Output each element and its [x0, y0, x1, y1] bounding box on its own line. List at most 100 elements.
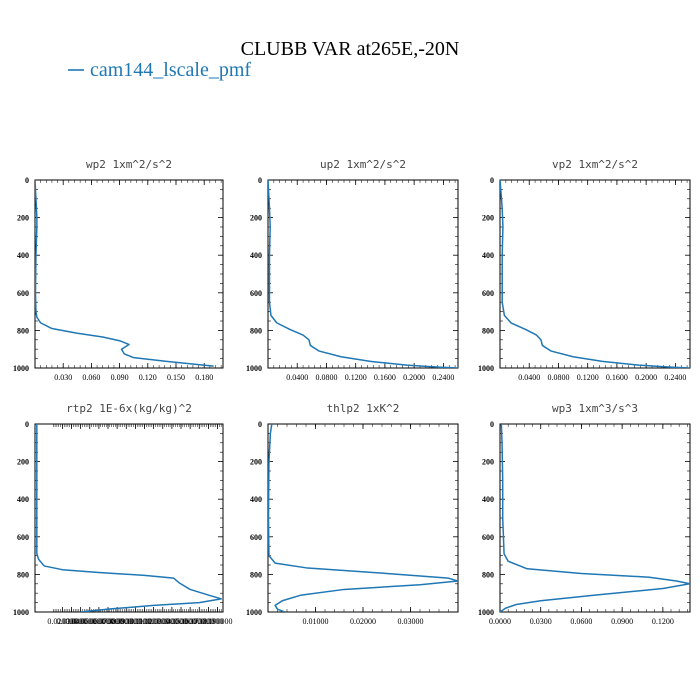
x-tick-label: 0.130000: [148, 617, 178, 626]
x-tick-label: 0.0600: [570, 617, 592, 626]
plot-frame: [267, 179, 459, 369]
x-tick-label: 0.0400: [518, 373, 540, 382]
y-tick-label: 600: [482, 533, 494, 542]
x-tick-label: 0.040000: [66, 617, 96, 626]
x-tick-label: 0.140000: [157, 617, 187, 626]
subplot-title: wp2 1xm^2/s^2: [86, 158, 172, 171]
x-tick-label: 0.050000: [75, 617, 105, 626]
plot-frame: [499, 423, 691, 613]
subplot-title: wp3 1xm^3/s^3: [552, 402, 638, 415]
y-tick-label: 200: [482, 458, 494, 467]
x-tick-label: 0.1600: [374, 373, 396, 382]
plot-frame: [34, 423, 224, 613]
x-tick-label: 0.090000: [111, 617, 141, 626]
x-tick-label: 0.1200: [652, 617, 674, 626]
x-tick-label: 0.090: [111, 373, 129, 382]
series-line: [500, 424, 690, 612]
y-tick-label: 200: [250, 458, 262, 467]
subplot-4: rtp2 1E-6x(kg/kg)^2 0 200 400 600 800 1000 0.02…: [13, 402, 233, 626]
series-line: [500, 180, 690, 368]
x-tick-label: 0.0400: [286, 373, 308, 382]
subplot-title: thlp2 1xK^2: [327, 402, 400, 415]
y-tick-label: 1000: [478, 364, 494, 373]
y-tick-label: 600: [250, 289, 262, 298]
x-tick-label: 0.100000: [120, 617, 150, 626]
x-tick-label: 0.2400: [432, 373, 454, 382]
y-tick-label: 800: [482, 326, 494, 335]
x-tick-label: 0.120: [139, 373, 157, 382]
x-tick-label: 0.030: [54, 373, 72, 382]
x-tick-label: 0.060000: [84, 617, 114, 626]
x-tick-label: 0.03000: [398, 617, 424, 626]
y-tick-label: 0: [25, 420, 29, 429]
x-tick-label: 0.01000: [303, 617, 329, 626]
x-tick-label: 0.110000: [130, 617, 160, 626]
x-tick-label: 0.080000: [102, 617, 132, 626]
y-tick-label: 600: [17, 289, 29, 298]
x-tick-label: 0.2400: [664, 373, 686, 382]
y-tick-label: 800: [250, 326, 262, 335]
y-tick-label: 800: [17, 326, 29, 335]
y-tick-label: 200: [482, 214, 494, 223]
x-tick-label: 0.0000: [489, 617, 511, 626]
y-tick-label: 0: [25, 176, 29, 185]
y-tick-label: 800: [482, 570, 494, 579]
x-tick-label: 0.190000: [203, 617, 233, 626]
x-tick-label: 0.160000: [175, 617, 205, 626]
y-tick-label: 1000: [13, 364, 29, 373]
y-tick-label: 800: [17, 570, 29, 579]
x-tick-label: 0.020000: [47, 617, 77, 626]
x-tick-label: 0.1200: [345, 373, 367, 382]
x-tick-label: 0.0900: [611, 617, 633, 626]
y-tick-label: 1000: [13, 608, 29, 617]
legend-label: cam144_lscale_pmf: [90, 59, 251, 81]
subplot-1: wp2 1xm^2/s^2 0 200 400 600 800 1000 0.030 0.060…: [13, 158, 224, 382]
subplot-5: thlp2 1xK^2 0 200 400 600 800 1000 0.01000 0.020…: [246, 402, 459, 626]
subplot-6: wp3 1xm^3/s^3 0 200 400 600 800 10000.0000 0.03…: [478, 402, 691, 626]
y-tick-label: 400: [482, 495, 494, 504]
series-line: [268, 424, 458, 612]
figure-title: CLUBB VAR at265E,-20N: [241, 38, 460, 60]
series-line: [268, 180, 458, 368]
y-tick-label: 200: [17, 458, 29, 467]
x-tick-label: 0.150: [167, 373, 185, 382]
x-tick-label: 0.0300: [530, 617, 552, 626]
x-tick-label: 0.170000: [184, 617, 214, 626]
x-tick-label: 0.02000: [350, 617, 376, 626]
x-tick-label: 0.1200: [577, 373, 599, 382]
x-tick-label: 0.0800: [315, 373, 337, 382]
y-tick-label: 1000: [246, 364, 262, 373]
x-tick-label: 0.2000: [635, 373, 657, 382]
x-tick-label: 0.180: [195, 373, 213, 382]
y-tick-label: 600: [17, 533, 29, 542]
y-tick-label: 0: [258, 420, 262, 429]
subplot-2: up2 1xm^2/s^2 0 200 400 600 800 1000 0.0400 0.08…: [246, 158, 459, 382]
x-tick-label: 0.2000: [403, 373, 425, 382]
y-tick-label: 600: [250, 533, 262, 542]
y-tick-label: 800: [250, 570, 262, 579]
subplot-title: rtp2 1E-6x(kg/kg)^2: [66, 402, 192, 415]
subplot-title: vp2 1xm^2/s^2: [552, 158, 638, 171]
y-tick-label: 400: [17, 495, 29, 504]
plot-frame: [34, 179, 224, 369]
series-line: [36, 424, 222, 612]
y-tick-label: 1000: [478, 608, 494, 617]
plot-frame: [499, 179, 691, 369]
x-tick-label: 0.150000: [166, 617, 196, 626]
x-tick-label: 0.030000: [57, 617, 87, 626]
x-tick-label: 0.060: [82, 373, 100, 382]
x-tick-label: 0.120000: [139, 617, 169, 626]
x-tick-label: 0.180000: [193, 617, 223, 626]
y-tick-label: 200: [17, 214, 29, 223]
subplot-3: vp2 1xm^2/s^2 0 200 400 600 800 1000 0.0400 0.08…: [478, 158, 691, 382]
y-tick-label: 400: [250, 251, 262, 260]
y-tick-label: 400: [17, 251, 29, 260]
x-tick-label: 0.1600: [606, 373, 628, 382]
y-tick-label: 400: [482, 251, 494, 260]
series-line: [35, 180, 214, 367]
y-tick-label: 0: [490, 420, 494, 429]
x-tick-label: 0.0800: [547, 373, 569, 382]
y-tick-label: 0: [258, 176, 262, 185]
subplot-title: up2 1xm^2/s^2: [320, 158, 406, 171]
